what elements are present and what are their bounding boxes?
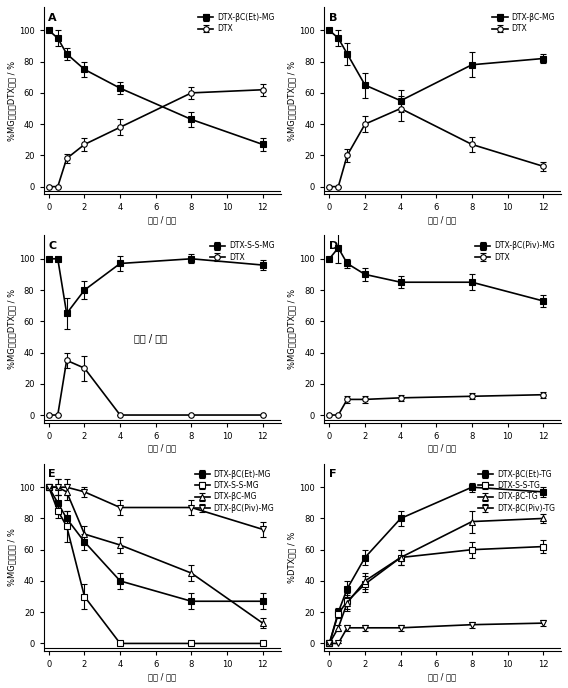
X-axis label: 时间 / 小时: 时间 / 小时 — [428, 215, 457, 224]
Text: A: A — [48, 12, 57, 23]
Y-axis label: %MG前药和DTX含量 / %: %MG前药和DTX含量 / % — [287, 289, 296, 369]
Legend: DTX-βC(Et)-TG, DTX-S-S-TG, DTX-βC-TG, DTX-βC(Piv)-TG: DTX-βC(Et)-TG, DTX-S-S-TG, DTX-βC-TG, DT… — [475, 468, 557, 515]
Text: 时间 / 小时: 时间 / 小时 — [133, 334, 166, 343]
X-axis label: 时间 / 小时: 时间 / 小时 — [428, 444, 457, 453]
Legend: DTX-βC(Et)-MG, DTX: DTX-βC(Et)-MG, DTX — [195, 11, 277, 36]
X-axis label: 时间 / 小时: 时间 / 小时 — [148, 672, 176, 681]
Text: F: F — [329, 469, 336, 480]
X-axis label: 时间 / 小时: 时间 / 小时 — [148, 444, 176, 453]
Legend: DTX-βC(Piv)-MG, DTX: DTX-βC(Piv)-MG, DTX — [473, 239, 557, 264]
Text: E: E — [48, 469, 56, 480]
Text: D: D — [329, 241, 338, 251]
Legend: DTX-S-S-MG, DTX: DTX-S-S-MG, DTX — [207, 239, 277, 264]
X-axis label: 时间 / 小时: 时间 / 小时 — [148, 215, 176, 224]
Text: C: C — [48, 241, 56, 251]
Y-axis label: %MG前药含量 / %: %MG前药含量 / % — [7, 528, 16, 586]
Y-axis label: %MG前药和DTX含量 / %: %MG前药和DTX含量 / % — [7, 61, 16, 141]
Legend: DTX-βC-MG, DTX: DTX-βC-MG, DTX — [490, 11, 557, 36]
Legend: DTX-βC(Et)-MG, DTX-S-S-MG, DTX-βC-MG, DTX-βC(Piv)-MG: DTX-βC(Et)-MG, DTX-S-S-MG, DTX-βC-MG, DT… — [193, 468, 277, 515]
Y-axis label: %MG前药和DTX含量 / %: %MG前药和DTX含量 / % — [7, 289, 16, 369]
X-axis label: 时间 / 小时: 时间 / 小时 — [428, 672, 457, 681]
Y-axis label: %DTX含量 / %: %DTX含量 / % — [287, 532, 296, 583]
Text: B: B — [329, 12, 337, 23]
Y-axis label: %MG前药和DTX含量 / %: %MG前药和DTX含量 / % — [287, 61, 296, 141]
